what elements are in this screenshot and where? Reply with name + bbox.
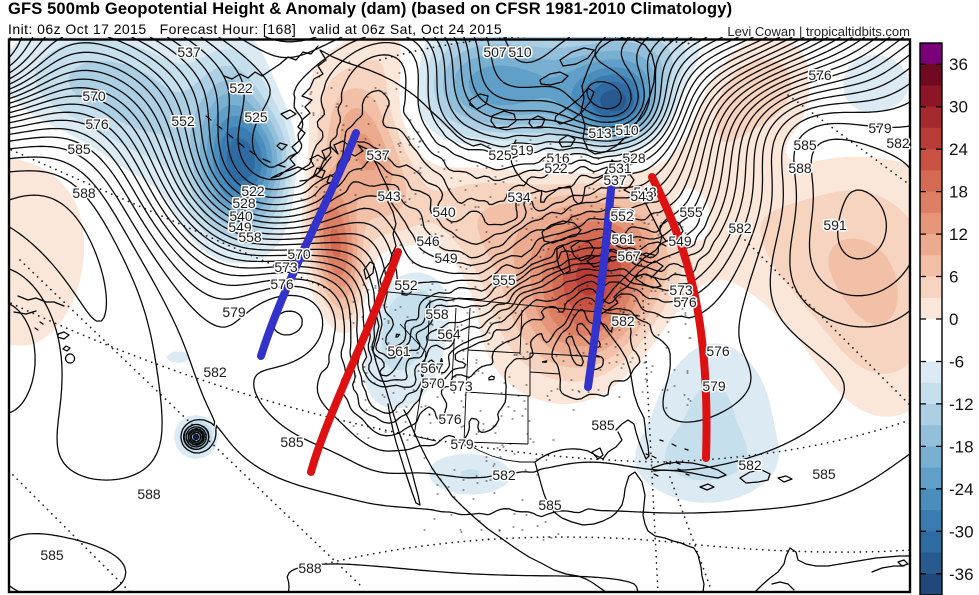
svg-text:543: 543 — [630, 188, 654, 204]
svg-text:30: 30 — [949, 98, 968, 117]
svg-text:561: 561 — [387, 343, 411, 359]
svg-text:24: 24 — [949, 140, 968, 159]
svg-text:-24: -24 — [949, 480, 974, 499]
svg-text:537: 537 — [177, 44, 201, 60]
svg-text:-12: -12 — [949, 395, 974, 414]
svg-text:549: 549 — [668, 233, 692, 249]
svg-text:552: 552 — [171, 113, 195, 129]
svg-text:573: 573 — [449, 378, 473, 394]
svg-text:18: 18 — [949, 183, 968, 202]
svg-text:522: 522 — [544, 160, 568, 176]
svg-text:549: 549 — [434, 250, 458, 266]
svg-text:576: 576 — [85, 116, 109, 132]
svg-text:585: 585 — [812, 466, 836, 482]
svg-text:522: 522 — [241, 183, 265, 199]
svg-text:537: 537 — [603, 172, 627, 188]
svg-text:534: 534 — [507, 189, 531, 205]
svg-text:543: 543 — [377, 188, 401, 204]
svg-text:582: 582 — [492, 467, 516, 483]
svg-text:-30: -30 — [949, 522, 974, 541]
svg-text:567: 567 — [617, 248, 641, 264]
svg-text:-18: -18 — [949, 437, 974, 456]
svg-text:552: 552 — [610, 208, 634, 224]
svg-text:528: 528 — [232, 195, 256, 211]
svg-text:582: 582 — [886, 135, 910, 151]
svg-text:570: 570 — [421, 375, 445, 391]
svg-text:558: 558 — [425, 306, 449, 322]
svg-text:570: 570 — [82, 88, 106, 104]
svg-text:588: 588 — [788, 160, 812, 176]
svg-text:585: 585 — [793, 137, 817, 153]
svg-text:525: 525 — [244, 109, 268, 125]
svg-text:537: 537 — [366, 147, 390, 163]
svg-text:36: 36 — [949, 55, 968, 74]
svg-text:582: 582 — [738, 457, 762, 473]
svg-text:573: 573 — [274, 259, 298, 275]
svg-text:576: 576 — [706, 343, 730, 359]
svg-text:525: 525 — [488, 147, 512, 163]
svg-text:567: 567 — [420, 360, 444, 376]
svg-text:543: 543 — [633, 184, 657, 200]
svg-text:585: 585 — [40, 547, 64, 563]
svg-text:522: 522 — [229, 80, 253, 96]
svg-text:582: 582 — [203, 364, 227, 380]
svg-text:585: 585 — [591, 417, 615, 433]
svg-text:12: 12 — [949, 225, 968, 244]
svg-text:579: 579 — [868, 120, 892, 136]
svg-text:561: 561 — [611, 231, 635, 247]
svg-text:-36: -36 — [949, 565, 974, 584]
svg-text:588: 588 — [72, 185, 96, 201]
svg-text:510: 510 — [508, 44, 532, 60]
svg-text:579: 579 — [702, 378, 726, 394]
svg-text:540: 540 — [432, 204, 456, 220]
svg-text:582: 582 — [728, 220, 752, 236]
svg-text:576: 576 — [270, 276, 294, 292]
svg-text:576: 576 — [673, 294, 697, 310]
svg-text:552: 552 — [611, 206, 635, 222]
svg-text:558: 558 — [238, 229, 262, 245]
svg-text:540: 540 — [229, 208, 253, 224]
svg-text:519: 519 — [510, 142, 534, 158]
svg-text:591: 591 — [823, 217, 847, 233]
svg-text:531: 531 — [608, 160, 632, 176]
svg-text:546: 546 — [416, 233, 440, 249]
svg-text:564: 564 — [437, 326, 461, 342]
svg-text:-6: -6 — [949, 353, 964, 372]
svg-text:516: 516 — [546, 150, 570, 166]
svg-text:579: 579 — [222, 304, 246, 320]
svg-text:576: 576 — [438, 411, 462, 427]
svg-text:555: 555 — [492, 272, 516, 288]
svg-text:555: 555 — [679, 204, 703, 220]
svg-text:570: 570 — [287, 246, 311, 262]
svg-text:549: 549 — [228, 219, 252, 235]
svg-text:552: 552 — [394, 277, 418, 293]
svg-text:510: 510 — [615, 122, 639, 138]
svg-text:0: 0 — [949, 310, 958, 329]
svg-text:585: 585 — [280, 434, 304, 450]
svg-text:582: 582 — [611, 313, 635, 329]
svg-text:588: 588 — [137, 486, 161, 502]
svg-text:588: 588 — [298, 560, 322, 576]
svg-text:573: 573 — [669, 282, 693, 298]
svg-text:6: 6 — [949, 268, 958, 287]
svg-text:585: 585 — [67, 141, 91, 157]
svg-text:579: 579 — [450, 436, 474, 452]
svg-text:576: 576 — [808, 67, 832, 83]
svg-text:585: 585 — [538, 497, 562, 513]
svg-text:507: 507 — [483, 44, 507, 60]
svg-text:513: 513 — [588, 125, 612, 141]
svg-text:528: 528 — [622, 150, 646, 166]
